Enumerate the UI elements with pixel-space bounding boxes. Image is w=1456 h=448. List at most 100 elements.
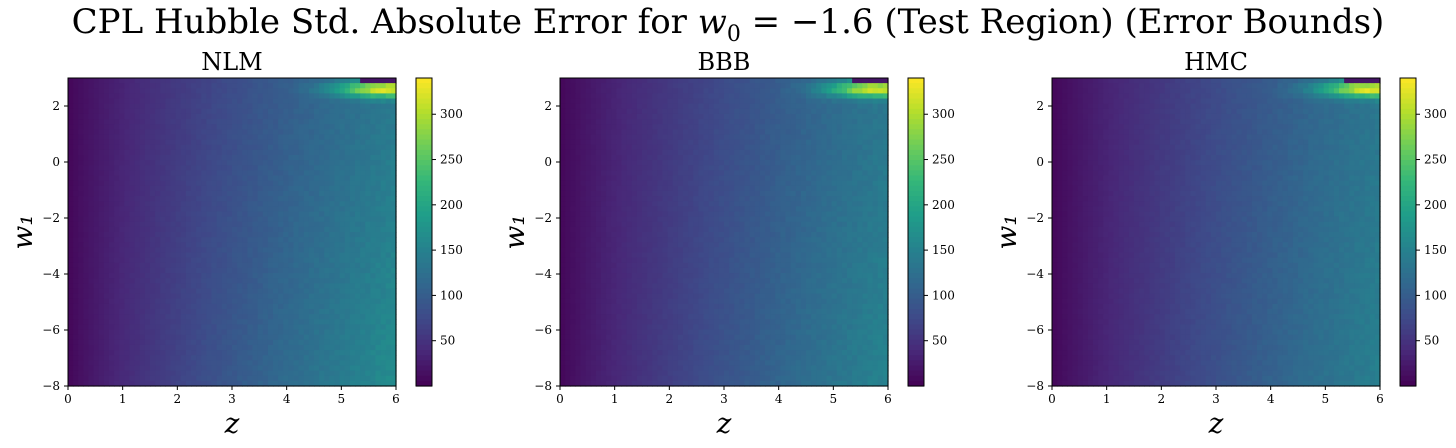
heatmap-cell [380,113,387,120]
heatmap-cell [816,139,822,146]
heatmap-cell [380,149,387,156]
heatmap-cell [621,83,628,89]
heatmap-cell [360,257,366,264]
heatmap-cell [98,319,105,325]
heatmap-cell [308,375,315,382]
heatmap-cell [278,273,284,279]
heatmap-cell [339,350,346,356]
heatmap-cell [155,262,161,269]
heatmap-cell [78,196,84,202]
heatmap-cell [180,375,187,382]
heatmap-cell [103,232,110,238]
heatmap-cell [78,108,84,115]
heatmap-cell [170,380,177,387]
colorbar-segment [416,339,432,346]
heatmap-cell [98,257,105,264]
heatmap-cell [375,278,382,284]
heatmap-cell [252,83,259,89]
heatmap-cell [575,149,582,156]
heatmap-cell [109,124,115,130]
heatmap-cell [749,93,756,100]
heatmap-cell [324,134,330,141]
heatmap-cell [68,216,74,223]
heatmap-cell [344,88,351,94]
heatmap-cell [749,113,756,120]
heatmap-cell [575,78,582,84]
heatmap-cell [221,252,228,259]
heatmap-cell [257,226,264,233]
heatmap-cell [570,144,576,151]
heatmap-cell [242,180,248,187]
heatmap-cell [698,108,705,115]
heatmap-cell [370,129,377,136]
heatmap-cell [124,334,131,341]
heatmap-cell [744,134,751,141]
heatmap-cell [334,365,341,372]
heatmap-cell [262,113,269,120]
heatmap-cell [390,78,397,84]
heatmap-cell [191,339,197,346]
heatmap-cell [872,149,879,156]
heatmap-cell [160,355,166,361]
heatmap-cell [155,165,161,171]
heatmap-cell [360,129,366,136]
heatmap-cell [78,98,84,105]
heatmap-cell [129,108,136,115]
heatmap-cell [129,93,136,100]
heatmap-cell [308,288,315,295]
heatmap-cell [283,360,289,367]
heatmap-cell [226,201,233,207]
heatmap-cell [662,144,669,151]
heatmap-cell [616,160,623,166]
heatmap-cell [119,144,125,151]
heatmap-cell [370,88,377,94]
heatmap-cell [98,355,105,361]
heatmap-cell [165,355,172,361]
heatmap-cell [191,324,197,331]
heatmap-cell [155,78,161,84]
heatmap-cell [88,283,95,290]
heatmap-cell [160,339,166,346]
heatmap-cell [247,252,254,259]
heatmap-cell [298,129,305,136]
heatmap-cell [329,103,336,110]
heatmap-cell [370,309,377,315]
heatmap-cell [267,196,274,202]
heatmap-cell [226,257,233,264]
heatmap-cell [852,103,858,110]
heatmap-cell [303,257,310,264]
heatmap-cell [385,252,392,259]
heatmap-cell [124,93,131,100]
heatmap-cell [98,139,105,146]
heatmap-cell [303,360,310,367]
heatmap-cell [103,293,110,300]
heatmap-cell [334,334,341,341]
heatmap-cell [273,298,279,305]
heatmap-cell [293,380,300,387]
heatmap-cell [344,201,351,207]
heatmap-cell [288,119,295,125]
heatmap-cell [165,134,172,141]
heatmap-cell [160,252,166,259]
heatmap-cell [642,88,648,94]
heatmap-cell [713,129,720,136]
heatmap-cell [390,190,397,197]
heatmap-cell [83,124,90,130]
heatmap-cell [308,303,315,310]
heatmap-cell [303,247,310,254]
heatmap-cell [201,232,207,238]
heatmap-cell [795,134,802,141]
heatmap-cell [718,78,725,84]
heatmap-cell [216,119,223,125]
heatmap-cell [201,365,207,372]
heatmap-cell [211,288,218,295]
heatmap-cell [590,119,597,125]
heatmap-cell [88,355,95,361]
heatmap-cell [744,108,751,115]
heatmap-cell [139,329,146,336]
heatmap-cell [816,93,822,100]
heatmap-cell [360,149,366,156]
heatmap-cell [273,262,279,269]
heatmap-cell [319,319,325,325]
heatmap-cell [349,278,356,284]
